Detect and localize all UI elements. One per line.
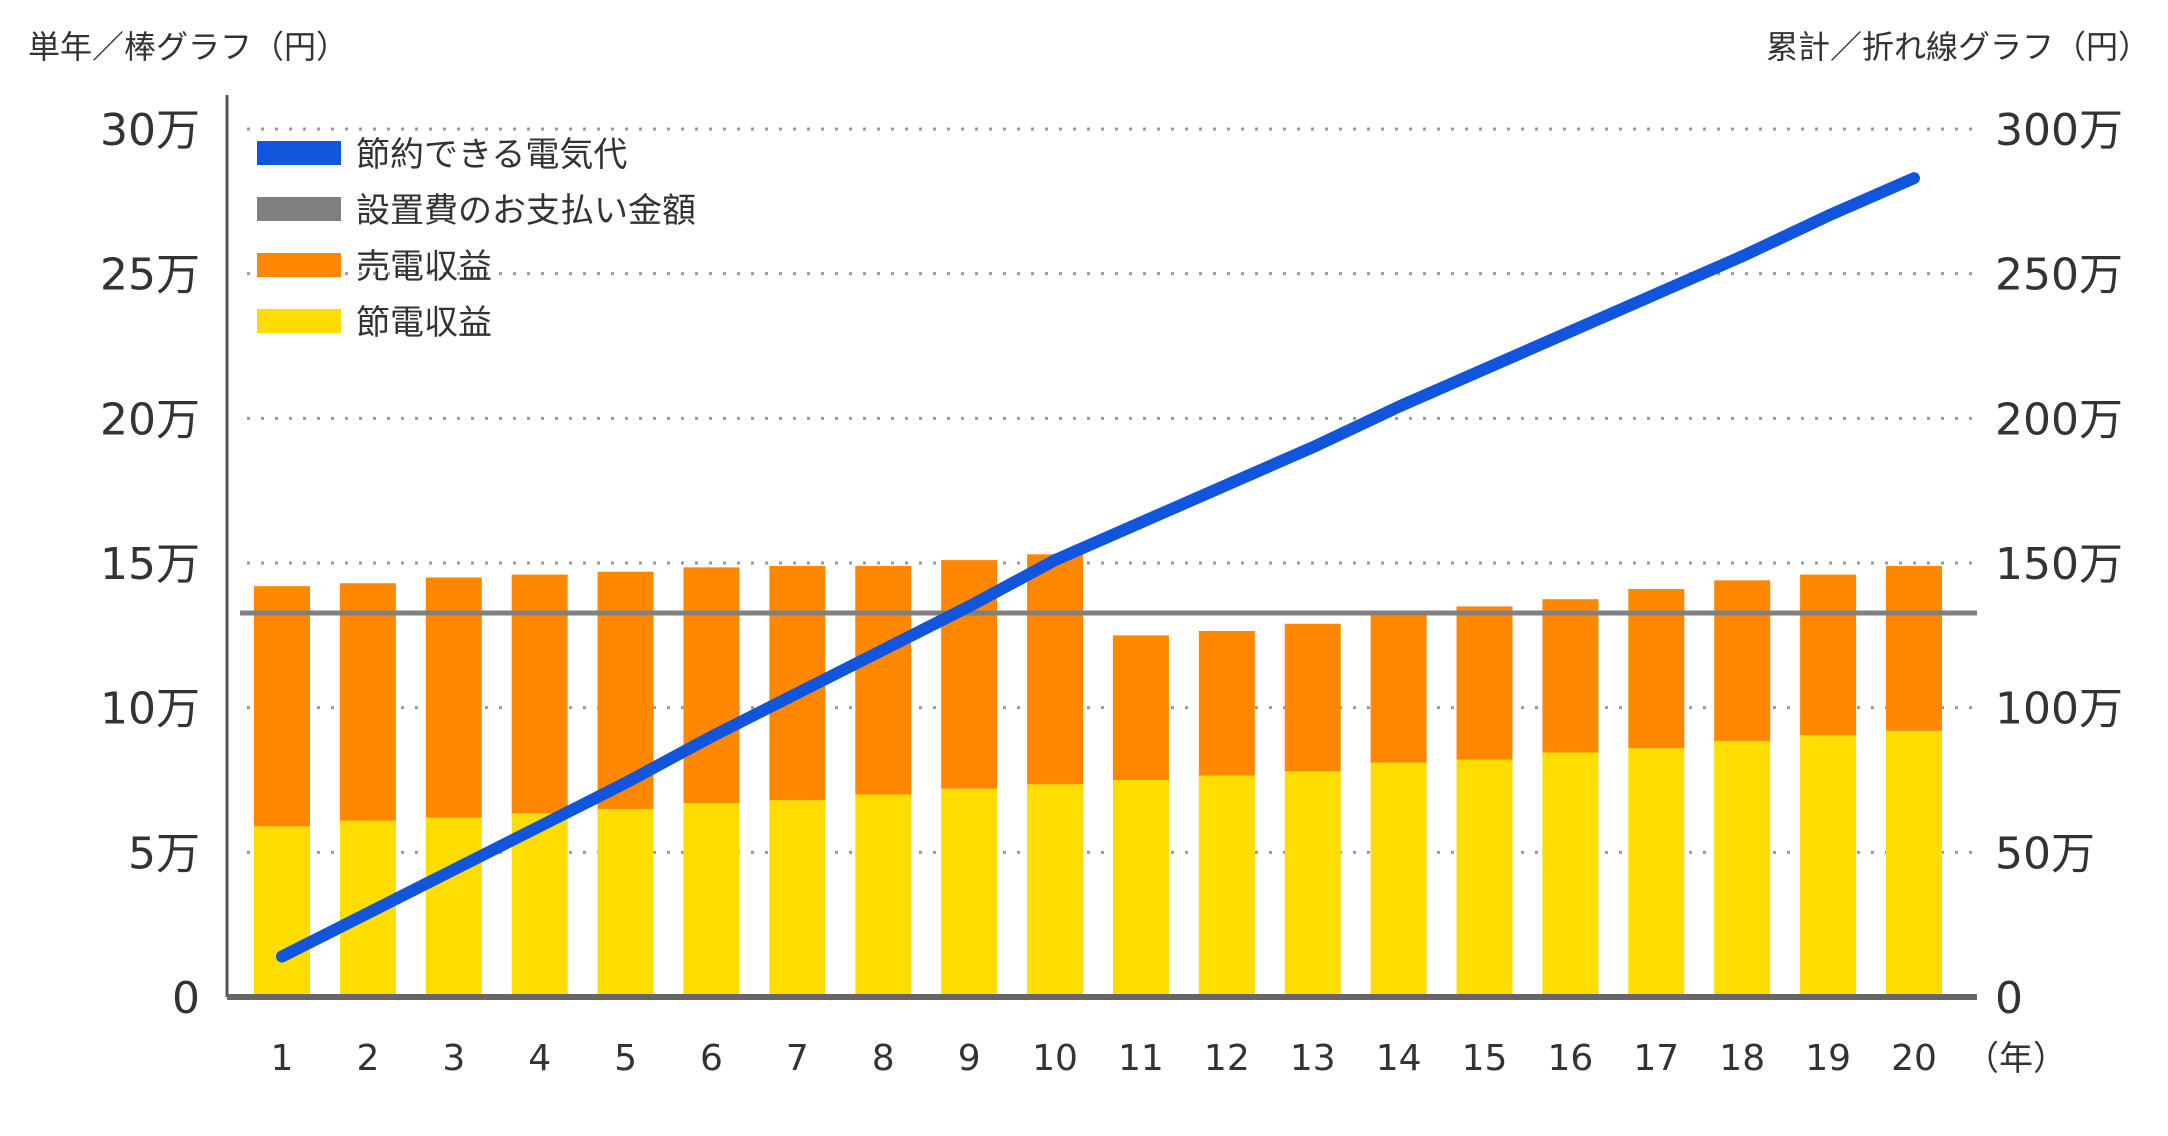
right-tick-label: 200万: [1995, 394, 2123, 445]
savings-line: [276, 172, 1920, 963]
bar-setsuden-11: [1112, 780, 1169, 997]
bar-setsuden-20: [1886, 730, 1942, 997]
x-tick-label: 1: [271, 1038, 294, 1079]
right-tick-label: 150万: [1995, 539, 2123, 590]
bar-setsuden-8: [855, 794, 912, 997]
bar-baiden-15: [1456, 606, 1513, 760]
legend-swatch: [257, 253, 341, 277]
legend-swatch: [257, 197, 341, 221]
left-axis-title: 単年／棒グラフ（円）: [28, 28, 348, 66]
right-axis-title: 累計／折れ線グラフ（円）: [1766, 28, 2150, 66]
x-tick-label: 18: [1719, 1038, 1765, 1079]
bar-baiden-6: [683, 567, 740, 804]
left-tick-label: 5万: [128, 828, 200, 879]
bar-baiden-8: [855, 565, 912, 795]
bar-setsuden-15: [1456, 759, 1513, 997]
bar-setsuden-4: [511, 813, 568, 997]
legend-label: 節電収益: [356, 303, 492, 343]
bar-setsuden-19: [1800, 735, 1857, 997]
left-tick-label: 20万: [100, 394, 200, 445]
bar-baiden-17: [1628, 589, 1685, 749]
x-tick-label: 3: [442, 1038, 465, 1079]
x-tick-label: 20: [1891, 1038, 1937, 1079]
bar-baiden-2: [339, 583, 396, 821]
x-tick-label: 17: [1633, 1038, 1679, 1079]
x-unit-label: （年）: [1965, 1039, 2067, 1079]
axes: 0 0 5万 50万 10万 100万 15万 150万 20万 200万 25万 250万 30万 30…: [100, 95, 2123, 1079]
bar-baiden-1: [254, 586, 310, 827]
right-tick-label: 0: [1995, 973, 2023, 1024]
bar-baiden-20: [1886, 565, 1942, 731]
x-tick-label: 14: [1376, 1038, 1422, 1079]
bar-baiden-3: [425, 577, 482, 818]
bar-baiden-19: [1800, 574, 1857, 736]
bar-setsuden-16: [1542, 752, 1599, 997]
bar-baiden-16: [1542, 599, 1599, 753]
x-tick-label: 8: [872, 1038, 895, 1079]
x-tick-label: 13: [1290, 1038, 1336, 1079]
bar-baiden-10: [1027, 554, 1084, 785]
bar-baiden-13: [1284, 623, 1341, 772]
right-tick-label: 100万: [1995, 684, 2123, 735]
legend-label: 設置費のお支払い金額: [356, 191, 696, 231]
bar-setsuden-14: [1370, 762, 1427, 997]
bar-setsuden-7: [769, 800, 826, 997]
legend-swatch: [257, 141, 341, 165]
right-tick-label: 300万: [1995, 105, 2123, 156]
x-tick-label: 19: [1805, 1038, 1851, 1079]
bar-setsuden-17: [1628, 748, 1685, 997]
left-tick-label: 0: [172, 973, 200, 1024]
legend-swatch: [257, 309, 341, 333]
x-tick-label: 15: [1462, 1038, 1508, 1079]
x-tick-label: 4: [528, 1038, 551, 1079]
savings-line-group: [276, 172, 1920, 963]
x-tick-label: 12: [1204, 1038, 1250, 1079]
bar-setsuden-12: [1198, 775, 1255, 997]
bar-baiden-18: [1714, 580, 1771, 741]
x-tick-label: 2: [356, 1038, 379, 1079]
bar-setsuden-3: [425, 817, 482, 997]
bar-setsuden-10: [1027, 784, 1084, 997]
bar-setsuden-9: [941, 788, 998, 997]
bar-setsuden-1: [254, 826, 310, 997]
bar-baiden-14: [1370, 615, 1427, 763]
x-tick-label: 5: [614, 1038, 637, 1079]
right-tick-label: 50万: [1995, 828, 2095, 879]
x-tick-label: 7: [786, 1038, 809, 1079]
bar-baiden-11: [1112, 635, 1169, 780]
bar-setsuden-18: [1714, 740, 1771, 997]
right-tick-label: 250万: [1995, 250, 2123, 301]
legend-label: 節約できる電気代: [356, 135, 627, 175]
bar-setsuden-6: [683, 803, 740, 997]
bar-baiden-12: [1198, 630, 1255, 776]
left-tick-label: 25万: [100, 250, 200, 301]
legend-label: 売電収益: [356, 247, 492, 287]
left-tick-label: 10万: [100, 684, 200, 735]
x-tick-label: 6: [700, 1038, 723, 1079]
x-tick-label: 10: [1032, 1038, 1078, 1079]
left-tick-label: 15万: [100, 539, 200, 590]
x-tick-label: 9: [958, 1038, 981, 1079]
bar-baiden-4: [511, 574, 568, 814]
bar-setsuden-5: [597, 808, 654, 997]
left-tick-label: 30万: [100, 105, 200, 156]
bars: [254, 554, 1942, 997]
x-tick-label: 16: [1548, 1038, 1594, 1079]
bar-setsuden-13: [1284, 771, 1341, 997]
x-tick-label: 11: [1118, 1038, 1164, 1079]
